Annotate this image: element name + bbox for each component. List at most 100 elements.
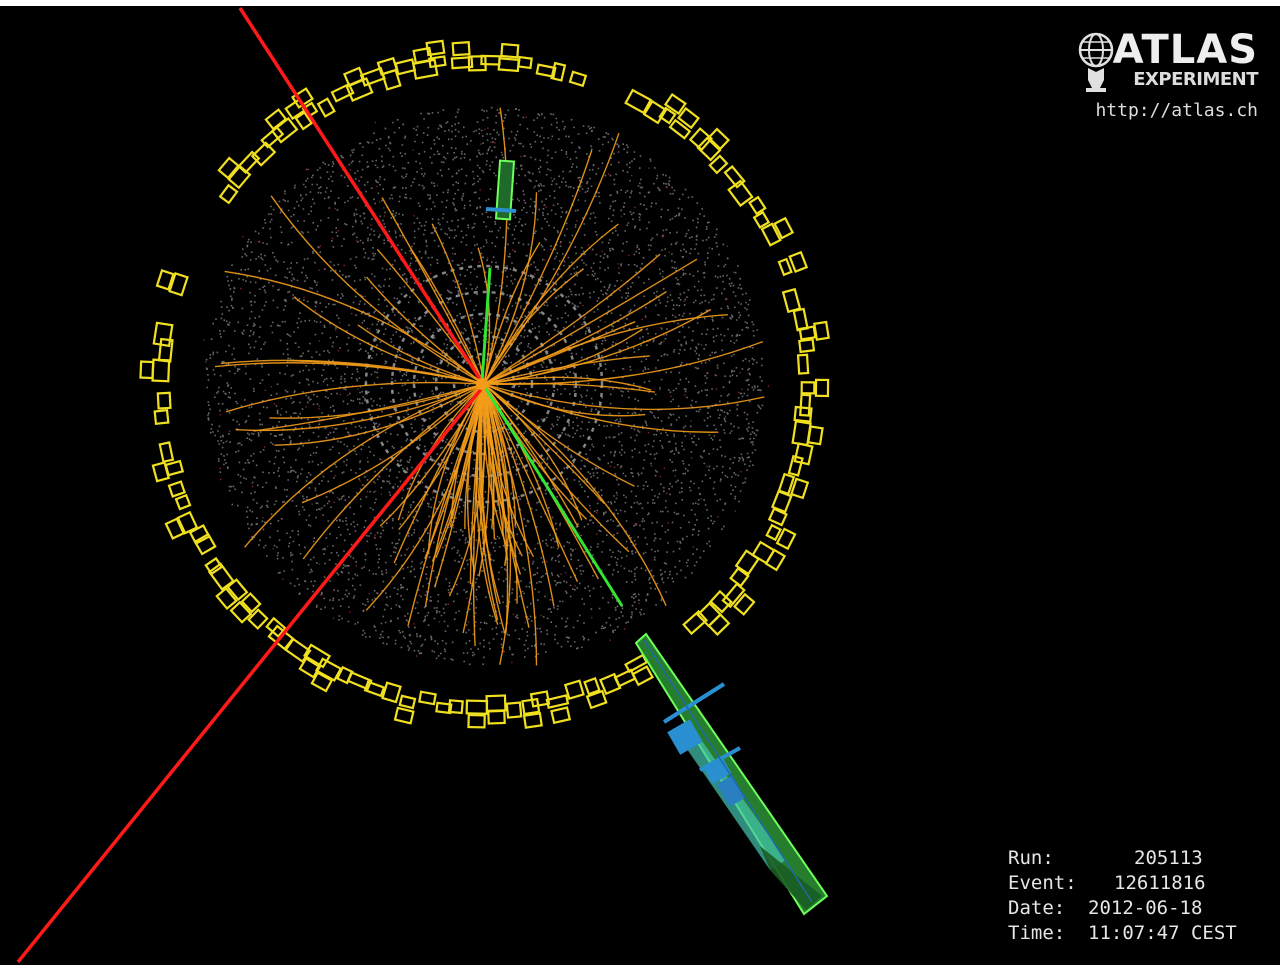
calo-cell bbox=[240, 592, 262, 614]
calo-cell bbox=[465, 699, 489, 715]
calo-cell bbox=[497, 57, 520, 73]
track bbox=[483, 340, 764, 386]
calo-cell bbox=[204, 556, 224, 576]
calo-cell bbox=[418, 690, 437, 706]
calo-cell bbox=[485, 694, 507, 713]
track bbox=[220, 359, 485, 385]
calo-cell-outer bbox=[663, 93, 687, 115]
lepton-tracks bbox=[16, 7, 624, 964]
calo-cell-outer bbox=[217, 156, 240, 180]
time-value: 11:07:47 CEST bbox=[1088, 922, 1237, 944]
calo-cell bbox=[167, 480, 187, 498]
track bbox=[483, 383, 509, 634]
atlas-globe-icon bbox=[1078, 32, 1114, 92]
atlas-logo: ATLAS EXPERIMENT http://atlas.ch bbox=[1068, 30, 1258, 130]
calo-cell bbox=[787, 454, 804, 477]
calo-cell bbox=[721, 582, 746, 609]
calo-cell bbox=[799, 393, 812, 417]
calo-cell bbox=[545, 694, 570, 710]
calo-cell bbox=[314, 657, 343, 682]
calo-cell-outer bbox=[733, 592, 756, 616]
time-label: Time: bbox=[1008, 922, 1066, 944]
vertex bbox=[476, 378, 488, 390]
calo-cell-outer bbox=[707, 127, 731, 151]
track bbox=[483, 383, 509, 561]
had-tower-3 bbox=[716, 775, 746, 807]
upper-tower-bar bbox=[485, 207, 517, 213]
calo-cell bbox=[767, 507, 788, 527]
calo-cell bbox=[193, 532, 217, 556]
track bbox=[448, 383, 487, 597]
calo-cell-outer bbox=[264, 108, 288, 131]
track bbox=[483, 382, 655, 393]
calo-cell-outer bbox=[775, 527, 797, 551]
track bbox=[274, 383, 485, 446]
calo-cell-outer bbox=[151, 461, 171, 483]
calo-cell bbox=[447, 699, 464, 715]
calo-cell bbox=[535, 63, 557, 78]
calo-cell bbox=[151, 358, 171, 383]
calo-cell-outer bbox=[393, 706, 415, 725]
calo-cell-outer bbox=[229, 600, 253, 624]
track bbox=[483, 383, 583, 521]
calo-cell-outer bbox=[467, 713, 486, 729]
calo-cell bbox=[168, 272, 189, 297]
calo-cell-outer bbox=[155, 269, 175, 291]
calo-cell bbox=[188, 524, 211, 546]
calo-cell bbox=[682, 609, 709, 636]
calo-cell bbox=[709, 589, 733, 614]
event-label: Event: bbox=[1008, 872, 1077, 894]
muon-track-upper bbox=[238, 7, 484, 383]
track bbox=[483, 383, 579, 528]
time-row: Time: 11:07:47 CEST bbox=[1008, 921, 1270, 946]
calo-cell bbox=[521, 697, 541, 716]
calo-cell bbox=[152, 321, 174, 348]
calo-cell bbox=[207, 562, 235, 591]
calo-cell-outer bbox=[550, 706, 572, 725]
track bbox=[469, 383, 485, 584]
muon-track-lower bbox=[16, 386, 484, 964]
calo-cell bbox=[708, 154, 729, 175]
calo-cell bbox=[688, 127, 713, 152]
event-value: 12611816 bbox=[1114, 872, 1206, 894]
calo-cell bbox=[800, 381, 816, 395]
track bbox=[410, 247, 485, 385]
top-border bbox=[0, 0, 1280, 6]
calo-cell bbox=[729, 566, 750, 588]
calo-cell-outer bbox=[451, 40, 471, 57]
track bbox=[483, 383, 635, 487]
calo-cell bbox=[793, 442, 814, 466]
track bbox=[483, 383, 719, 433]
calo-cell-outer bbox=[376, 56, 399, 76]
calo-cell bbox=[770, 489, 793, 514]
track bbox=[483, 383, 765, 411]
jet-axis bbox=[643, 639, 813, 903]
calo-cell-outer bbox=[788, 250, 809, 273]
calo-cell bbox=[316, 97, 336, 118]
logo-title: ATLAS bbox=[1112, 27, 1258, 73]
calo-cell bbox=[505, 701, 523, 719]
track bbox=[483, 355, 650, 385]
track bbox=[477, 247, 491, 385]
track bbox=[427, 383, 485, 554]
track bbox=[483, 258, 698, 385]
date-row: Date: 2012-06-18 bbox=[1008, 896, 1270, 921]
track bbox=[483, 192, 538, 385]
track bbox=[483, 383, 667, 606]
event-info-panel: Run: 205113 Event: 12611816 Date: 2012-0… bbox=[1008, 846, 1270, 946]
calo-cell bbox=[563, 679, 585, 700]
track bbox=[381, 197, 485, 385]
calo-cell bbox=[435, 701, 453, 715]
track bbox=[482, 383, 508, 547]
electron-tower bbox=[634, 632, 829, 916]
calo-cell-outer bbox=[707, 613, 731, 637]
track bbox=[398, 383, 485, 531]
calo-cell bbox=[250, 141, 277, 167]
track bbox=[301, 383, 485, 504]
track bbox=[293, 296, 485, 385]
had-tower-1 bbox=[667, 719, 703, 755]
calo-cell bbox=[428, 55, 447, 69]
track bbox=[483, 383, 512, 665]
calo-cell-outer bbox=[773, 216, 795, 240]
calo-cell bbox=[734, 549, 760, 576]
